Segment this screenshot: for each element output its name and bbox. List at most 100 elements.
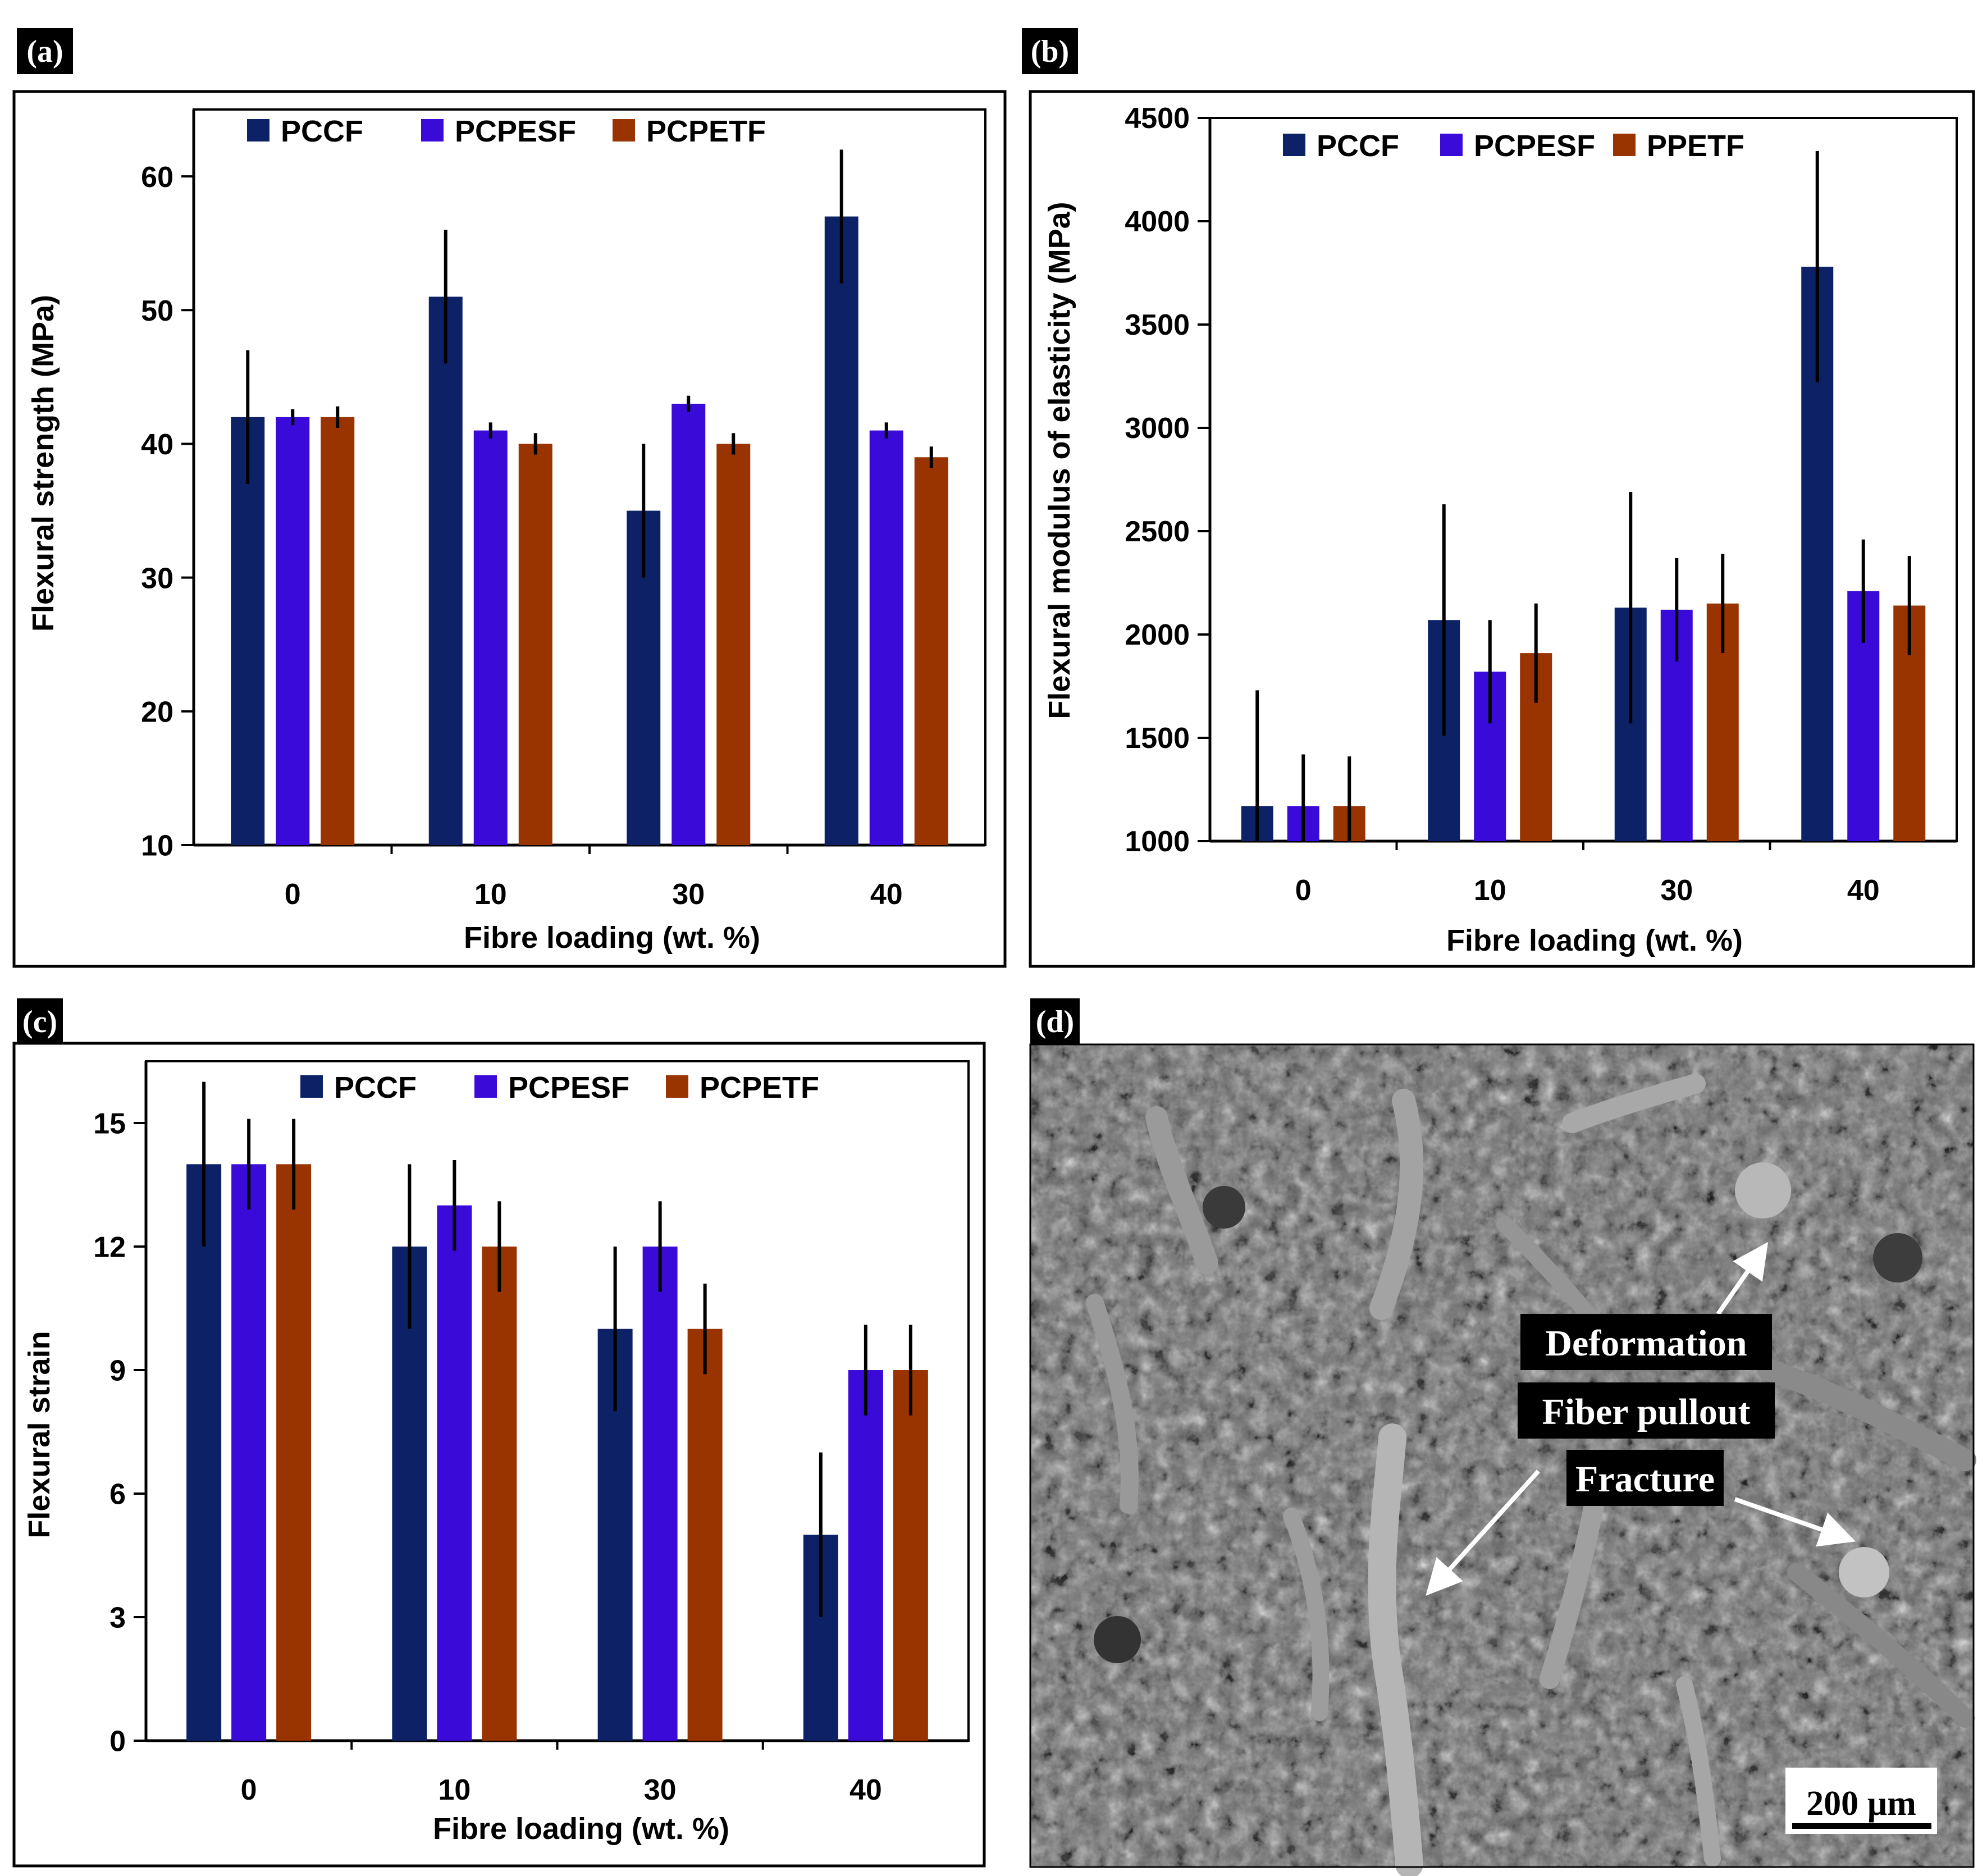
chart0-bar-pccf-0 <box>231 417 265 845</box>
deformation-label-bg <box>1520 1314 1772 1370</box>
sem-particle <box>1735 1162 1791 1218</box>
panel-b-tag: (b) <box>1031 34 1069 69</box>
panel-b-x-title: Fibre loading (wt. %) <box>1446 924 1743 957</box>
chart1-legend-swatch-pcpesf <box>1440 134 1463 156</box>
chart2-bar-pcpesf-40 <box>848 1370 883 1741</box>
sem-fibre <box>1676 1676 1721 1867</box>
chart1-y-tick-label: 1000 <box>1125 825 1190 858</box>
chart0-legend-label-pccf: PCCF <box>281 115 363 148</box>
chart0-legend-swatch-pccf <box>247 119 269 142</box>
chart2-x-tick-label: 0 <box>241 1774 257 1806</box>
panel-a-x-title: Fibre loading (wt. %) <box>464 921 760 955</box>
panel-d-tag: (d) <box>1036 1005 1074 1039</box>
chart0-bar-pcpetf-0 <box>321 417 355 845</box>
sem-void <box>1203 1186 1245 1229</box>
chart0-bar-pcpesf-30 <box>672 404 706 845</box>
deformation-arrow <box>1716 1241 1769 1316</box>
fiber-pullout-label-bg <box>1518 1382 1775 1439</box>
panel-d-sem-micrograph: (d) Deformation Fiber pullout Fracture 2… <box>1029 998 1976 1876</box>
fiber-pullout-label: Fiber pullout <box>1542 1391 1750 1432</box>
chart0-y-tick-label: 20 <box>141 696 173 729</box>
panel-c-flexural-strain: (c) 0 3 6 9 12 15 0 10 30 40 PCCF PCPESF PCPETF Fibr… <box>12 998 986 1868</box>
chart0-x-tick-label: 0 <box>285 878 301 911</box>
chart2-y-tick-label: 12 <box>93 1231 126 1264</box>
chart2-plot-area <box>145 1060 970 1742</box>
chart2-bar-pcpetf-30 <box>687 1329 723 1741</box>
panel-b-tag-bg <box>1022 28 1078 74</box>
chart0-y-tick-label: 50 <box>141 295 173 327</box>
chart1-plot-area <box>1209 117 1958 842</box>
chart2-x-tick-label: 30 <box>644 1774 677 1806</box>
panel-c-frame <box>12 1042 986 1868</box>
chart1-y-tick-label: 2500 <box>1125 515 1190 548</box>
chart1-y-tick-label: 3500 <box>1125 309 1190 341</box>
chart2-x-tick-label: 40 <box>849 1774 882 1806</box>
chart1-y-tick-label: 3000 <box>1125 412 1190 445</box>
chart0-bar-pcpesf-10 <box>473 430 508 845</box>
chart2-y-tick-label: 15 <box>93 1108 126 1140</box>
chart0-bar-pcpesf-40 <box>869 430 903 845</box>
scale-bar-label: 200 µm <box>1806 1784 1916 1823</box>
sem-particle <box>1839 1547 1889 1597</box>
panel-a-tag-bg <box>17 28 73 74</box>
chart2-bar-pcpesf-30 <box>642 1247 678 1741</box>
panel-d-tag-bg <box>1030 998 1080 1044</box>
chart2-legend-swatch-pcpesf <box>474 1075 497 1098</box>
chart0-bar-pccf-10 <box>428 296 463 845</box>
chart1-legend-label-pcpetf: PPETF <box>1647 129 1744 163</box>
sem-fibre <box>1368 1423 1423 1876</box>
chart2-y-tick-label: 3 <box>109 1602 126 1635</box>
chart0-y-tick-label: 60 <box>141 161 173 194</box>
panel-a-y-title: Flexural strength (MPa) <box>26 295 60 632</box>
chart0-bar-pccf-40 <box>824 216 858 846</box>
chart1-x-tick-label: 10 <box>1474 874 1506 907</box>
fracture-arrow <box>1734 1497 1856 1547</box>
sem-fibre <box>1369 1089 1424 1320</box>
chart0-legend-swatch-pcpetf <box>613 119 635 142</box>
chart0-bar-pcpetf-10 <box>518 444 552 845</box>
chart1-legend-label-pccf: PCCF <box>1317 129 1399 163</box>
chart0-bar-pcpetf-30 <box>716 444 751 845</box>
chart2-bar-pcpetf-40 <box>893 1370 928 1741</box>
chart2-y-tick-label: 9 <box>109 1355 126 1387</box>
chart0-plot-area <box>193 108 986 846</box>
panel-c-x-title: Fibre loading (wt. %) <box>433 1812 729 1846</box>
chart2-legend-label-pcpesf: PCPESF <box>508 1071 629 1104</box>
sem-fibre <box>1086 1294 1139 1514</box>
chart2-legend-swatch-pccf <box>300 1075 323 1098</box>
fiber-pullout-arrow <box>1426 1469 1540 1596</box>
sem-fibres <box>1086 1074 1976 1876</box>
chart2-bar-pcpesf-0 <box>231 1164 267 1741</box>
panel-c-tag-bg <box>17 998 63 1044</box>
chart2-legend-label-pcpetf: PCPETF <box>700 1071 819 1104</box>
chart1-y-tick-label: 1500 <box>1125 722 1190 755</box>
chart1-legend-label-pcpesf: PCPESF <box>1474 129 1595 163</box>
panel-b-flexural-modulus: (b) 1000 1500 2000 2500 3000 3500 4000 4500 0 10 3… <box>1022 28 1975 968</box>
chart0-legend-label-pcpetf: PCPETF <box>646 115 766 148</box>
sem-void <box>1094 1616 1141 1663</box>
chart1-y-tick-label: 2000 <box>1125 619 1190 651</box>
chart0-y-tick-label: 30 <box>141 562 173 595</box>
chart1-legend-swatch-pcpetf <box>1613 134 1636 156</box>
chart2-bar-pccf-0 <box>186 1164 222 1741</box>
panel-b-frame <box>1029 90 1975 968</box>
chart2-legend-label-pccf: PCCF <box>334 1071 417 1104</box>
sem-fibre <box>1283 1508 1330 1721</box>
scale-bar-bg <box>1785 1768 1937 1834</box>
chart0-legend-swatch-pcpesf <box>421 119 444 142</box>
chart1-x-tick-label: 40 <box>1847 874 1880 907</box>
chart0-x-tick-label: 30 <box>672 878 705 911</box>
chart0-bar-pcpetf-40 <box>914 457 948 845</box>
sem-void <box>1873 1233 1922 1282</box>
chart2-legend-swatch-pcpetf <box>666 1075 688 1098</box>
chart0-y-tick-label: 10 <box>141 830 173 862</box>
panel-c-tag: (c) <box>22 1005 57 1039</box>
chart1-y-tick-label: 4500 <box>1125 102 1190 135</box>
panel-c-y-title: Flexural strain <box>22 1331 56 1538</box>
chart1-x-tick-label: 30 <box>1660 874 1693 907</box>
chart1-x-tick-label: 0 <box>1295 874 1312 907</box>
chart1-y-tick-label: 4000 <box>1125 206 1190 238</box>
sem-fibre <box>1787 1563 1975 1728</box>
